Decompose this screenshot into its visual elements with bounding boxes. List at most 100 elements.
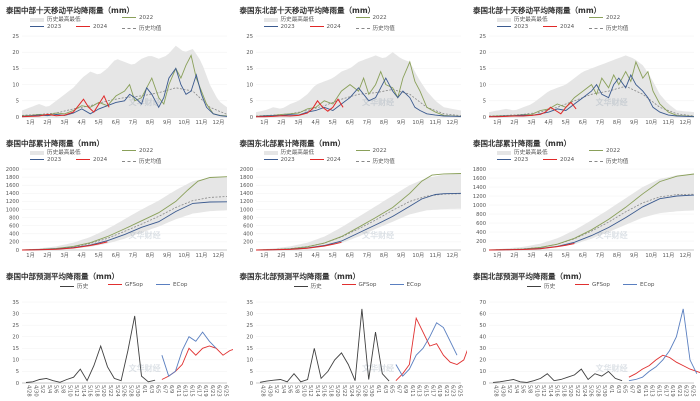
x-tick-label: 5/8 [526,385,532,393]
legend-2022-swatch [589,17,603,18]
hist-range-band [255,52,461,118]
y-tick-label: 0 [483,381,486,387]
hist-range-band [255,173,461,250]
watermark: 文华财经 [595,98,628,107]
legend-hist-range-swatch [30,17,44,22]
x-tick-label: 5/2 [273,385,279,393]
y-tick-label: 5 [16,369,19,375]
x-tick-label: 3月 [294,252,303,259]
x-tick-label: 6/5 [622,385,628,393]
x-tick-label: 6/11 [408,385,414,397]
x-tick-label: 6/13 [182,385,188,397]
chart-plot: 0 5 10 15 20 25 1月 2月 3月 4月 5月 6月 7月 8月 9月 10月 11月 12月 [246,34,461,126]
series-ecop [161,331,217,377]
legend-ecop-swatch [156,284,170,285]
series-gfs [161,345,233,380]
x-tick-label: 2月 [43,252,52,259]
legend-hist-avg-swatch [122,161,136,162]
x-tick-label: 6/23 [449,385,455,397]
chart-panel-2: 泰国东北部十天移动平均降雨量（mm） 历史最高最低 2022 2023 2024 历史均值… [234,2,467,135]
legend-hist-swatch [60,286,74,287]
chart-legend: 历史最高最低 2022 2023 2024 历史均值 [263,148,464,168]
x-tick-label: 5/18 [560,385,566,397]
x-tick-label: 6月 [579,252,588,259]
y-tick-label: 0 [249,381,252,387]
x-tick-label: 6/19 [669,385,675,397]
x-tick-label: 5/8 [59,385,65,393]
x-tick-label: 5/10 [533,385,539,397]
legend-hist-range-label: 历史最高最低 [514,17,548,23]
series-ecop [395,322,457,377]
x-tick-label: 6/7 [395,385,401,393]
x-tick-label: 5/20 [334,385,340,397]
chart-panel-1: 泰国中部十天移动平均降雨量（mm） 历史最高最低 2022 2023 2024 历史均值 0… [0,2,233,135]
y-tick-label: 0 [16,248,19,254]
legend-ecop-label: ECop [406,282,421,288]
legend-gfs-swatch [108,284,122,285]
legend-hist-avg-swatch [589,28,603,29]
x-tick-label: 6/3 [381,385,387,393]
legend-hist-avg: 历史均值 [122,24,161,32]
x-tick-label: 6/25 [223,385,229,397]
y-tick-label: 10 [479,82,486,88]
watermark: 文华财经 [362,98,395,107]
y-tick-label: 0 [16,115,19,121]
x-tick-label: 5/26 [121,385,127,397]
x-tick-label: 6/11 [642,385,648,397]
x-tick-label: 4月 [78,119,87,126]
x-tick-label: 2月 [277,119,286,126]
x-tick-label: 5/30 [601,385,607,397]
legend-2022-swatch [355,17,370,18]
legend-2023: 2023 [497,24,528,30]
y-tick-label: 10 [246,82,253,88]
series-2022 [21,54,228,117]
y-tick-label: 800 [9,215,19,221]
hist-range-band [489,55,694,117]
y-tick-label: 10 [246,358,253,364]
x-tick-label: 6/1 [141,385,147,393]
x-tick-label: 8月 [146,252,155,259]
series-2024 [489,101,577,118]
x-tick-label: 6/9 [168,385,174,393]
x-tick-label: 5月 [95,119,104,126]
legend-2024-label: 2024 [326,24,341,30]
x-tick-label: 5/4 [513,385,519,394]
y-tick-label: 200 [476,239,486,245]
series-2022 [21,176,228,251]
series-2024 [21,94,110,118]
legend-2023: 2023 [263,24,295,30]
y-tick-label: 10 [12,358,19,364]
x-tick-label: 1月 [493,252,502,259]
x-tick-label: 5/22 [341,385,347,397]
x-tick-label: 4/30 [266,385,272,397]
y-tick-label: 1400 [473,185,486,191]
x-tick-label: 4月 [78,252,87,259]
legend-2023-swatch [497,159,511,160]
x-tick-label: 8月 [379,252,388,259]
x-tick-label: 5/14 [313,385,319,397]
legend-hist-range-label: 历史最高最低 [280,150,315,156]
x-tick-label: 6/13 [415,385,421,397]
legend-2022-label: 2022 [606,15,621,21]
legend-hist-avg: 历史均值 [589,157,628,165]
y-tick-label: 1200 [473,194,486,200]
legend-2023-label: 2023 [280,24,295,30]
legend-2023-swatch [263,159,278,160]
y-tick-label: 1600 [239,183,252,189]
x-tick-label: 5/30 [134,385,140,397]
x-tick-label: 11月 [662,252,674,259]
x-tick-label: 12月 [213,252,225,259]
legend-2022: 2022 [355,148,387,154]
series-hist [25,315,156,383]
x-tick-label: 11月 [429,119,441,126]
y-tick-label: 20 [12,50,19,56]
x-tick-label: 6/13 [649,385,655,397]
y-tick-label: 50 [479,323,486,329]
x-tick-label: 6/21 [442,385,448,397]
chart-title: 泰国中部预测平均降雨量（mm） [6,272,120,281]
legend-2022-label: 2022 [139,148,154,154]
x-tick-label: 5/24 [347,385,353,397]
legend-2022-label: 2022 [372,15,387,21]
legend-hist-avg-label: 历史均值 [139,26,162,32]
x-tick-label: 7月 [362,252,371,259]
